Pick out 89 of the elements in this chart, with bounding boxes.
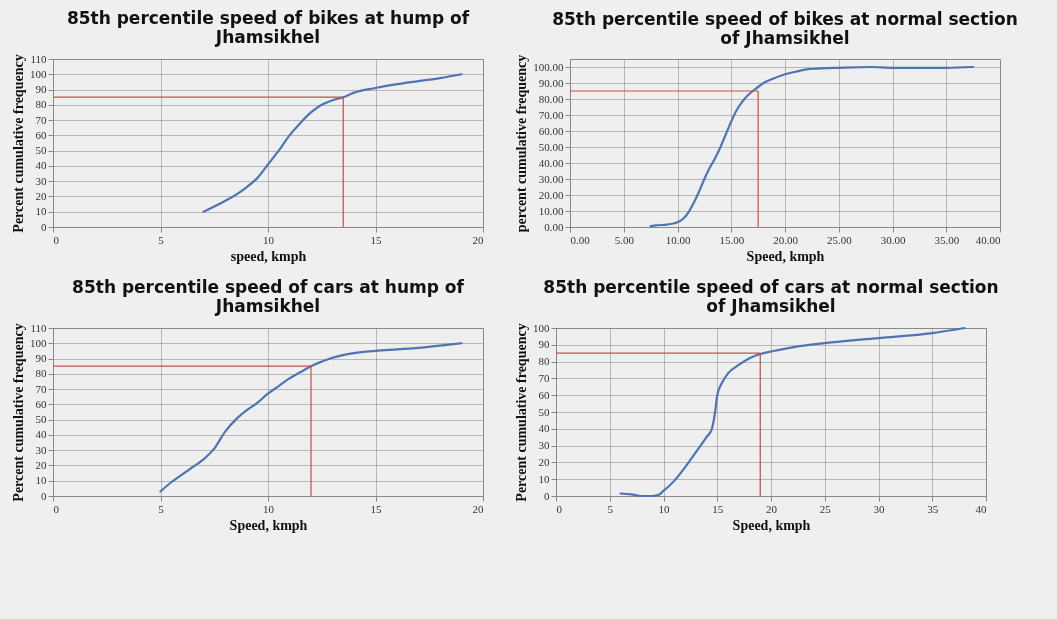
- y-tick-label: 30: [35, 443, 47, 456]
- y-tick-label: 0: [544, 489, 550, 502]
- y-tick-label: 90: [538, 338, 550, 351]
- y-tick-label: 0: [41, 220, 47, 233]
- x-tick-label: 10: [263, 233, 275, 246]
- line-series: [649, 65, 975, 228]
- x-tick-label: 15: [712, 502, 724, 515]
- chart-title: 85th percentile speed of bikes at normal section of Jhamsikhel: [552, 9, 1018, 49]
- x-tick-label: 5: [158, 502, 165, 515]
- x-tick-label: 15: [370, 502, 382, 515]
- y-tick-label: 70: [35, 113, 47, 126]
- x-tick-label: 35.00: [934, 233, 960, 246]
- y-axis-title: Percent cumulative frequency: [11, 54, 26, 233]
- y-tick-label: 50: [538, 405, 550, 418]
- y-tick-label: 0: [41, 489, 47, 502]
- y-tick-label: 90: [35, 352, 47, 365]
- y-tick-label: 40.00: [538, 156, 564, 169]
- x-axis-title: Speed, kmph: [746, 248, 825, 264]
- y-tick-label: 20: [35, 189, 47, 202]
- y-tick-label: 100: [30, 67, 47, 80]
- y-tick-label: 110: [30, 321, 47, 334]
- line-series: [202, 73, 463, 213]
- y-tick-label: 80: [35, 98, 47, 111]
- y-tick-label: 50: [35, 144, 47, 157]
- x-axis-title: speed, kmph: [230, 248, 307, 264]
- x-tick-label: 5: [158, 233, 165, 246]
- y-tick-label: 10: [35, 205, 47, 218]
- x-tick-label: 0.00: [570, 233, 591, 246]
- x-tick-label: 30.00: [880, 233, 906, 246]
- line-series: [159, 342, 463, 493]
- y-tick-label: 60.00: [538, 124, 564, 137]
- x-tick-label: 20: [472, 502, 484, 515]
- y-tick-label: 90.00: [538, 76, 564, 89]
- y-tick-label: 10: [538, 472, 550, 485]
- y-tick-label: 10: [35, 474, 47, 487]
- y-tick-label: 100: [30, 336, 47, 349]
- y-tick-label: 100: [533, 321, 550, 334]
- x-axis-title: Speed, kmph: [732, 517, 811, 533]
- y-tick-label: 20: [538, 455, 550, 468]
- x-tick-label: 10.00: [665, 233, 691, 246]
- y-tick-label: 60: [35, 397, 47, 410]
- x-tick-label: 30: [873, 502, 885, 515]
- x-tick-label: 40.00: [975, 233, 1001, 246]
- x-tick-label: 40: [975, 502, 987, 515]
- x-axis-title: Speed, kmph: [229, 517, 308, 533]
- y-tick-label: 30: [35, 174, 47, 187]
- y-tick-label: 80: [35, 367, 47, 380]
- chart-title: 85th percentile speed of cars at normal section of Jhamsikhel: [543, 277, 999, 316]
- x-tick-label: 0: [53, 502, 60, 515]
- y-tick-label: 20: [35, 458, 47, 471]
- x-tick-label: 20.00: [773, 233, 799, 246]
- y-tick-label: 70.00: [538, 108, 564, 121]
- y-tick-label: 80: [538, 355, 550, 368]
- x-tick-label: 25: [819, 502, 832, 515]
- y-tick-label: 50.00: [538, 140, 564, 153]
- x-tick-label: 5: [607, 502, 614, 515]
- y-tick-label: 90: [35, 83, 47, 96]
- y-tick-label: 60: [35, 128, 47, 141]
- x-tick-label: 20: [766, 502, 778, 515]
- line-series: [619, 326, 966, 498]
- y-axis-title: Percent cumulative frequency: [11, 323, 26, 502]
- y-tick-label: 40: [35, 428, 47, 441]
- y-axis-title: percent cumulative frequency: [514, 54, 530, 233]
- x-tick-label: 5.00: [614, 233, 635, 246]
- chart-title: 85th percentile speed of cars at hump of Jhamsikhel: [72, 277, 465, 316]
- y-tick-label: 80.00: [538, 92, 564, 105]
- y-tick-label: 100.00: [533, 60, 564, 73]
- x-tick-label: 25.00: [826, 233, 853, 246]
- y-tick-label: 70: [35, 382, 47, 395]
- x-tick-label: 0: [53, 233, 60, 246]
- x-tick-label: 10: [263, 502, 275, 515]
- y-tick-label: 10.00: [538, 204, 564, 217]
- y-tick-label: 50: [35, 413, 47, 426]
- y-tick-label: 20.00: [538, 188, 564, 201]
- x-tick-label: 35: [927, 502, 939, 515]
- y-tick-label: 0.00: [544, 220, 564, 233]
- x-tick-label: 20: [472, 233, 484, 246]
- x-tick-label: 15: [370, 233, 382, 246]
- y-tick-label: 40: [35, 159, 47, 172]
- y-axis-title: Percent cumulative frequency: [514, 323, 529, 502]
- y-tick-label: 110: [30, 52, 47, 65]
- y-tick-label: 30.00: [538, 172, 564, 185]
- y-tick-label: 70: [538, 371, 550, 384]
- y-tick-label: 30: [538, 439, 550, 452]
- y-tick-label: 60: [538, 388, 550, 401]
- chart-title: 85th percentile speed of bikes at hump of Jhamsikhel: [66, 8, 470, 47]
- x-tick-label: 10: [658, 502, 670, 515]
- x-tick-label: 15.00: [719, 233, 745, 246]
- y-tick-label: 40: [538, 422, 550, 435]
